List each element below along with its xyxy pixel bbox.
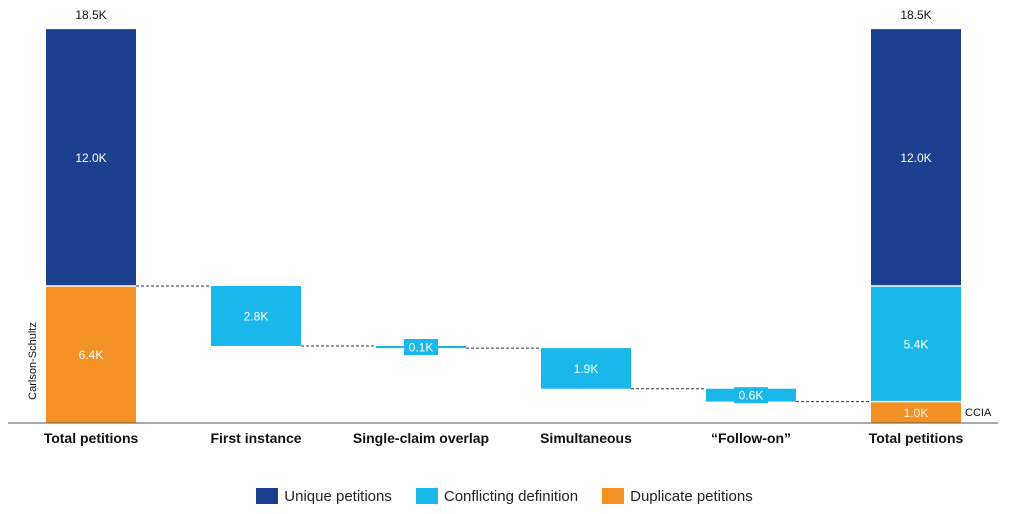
category-label-5: Total petitions [869, 430, 964, 446]
legend: Unique petitions Conflicting definition … [0, 484, 1009, 508]
legend-label-unique: Unique petitions [284, 488, 392, 505]
legend-item-unique: Unique petitions [256, 488, 392, 505]
legend-item-conflicting: Conflicting definition [416, 488, 578, 505]
bar-group-5 [871, 29, 961, 423]
legend-swatch-unique [256, 488, 278, 504]
category-label-0: Total petitions [44, 430, 139, 446]
labels-layer: 6.4K 12.0K 18.5K Total petitions Carlson-Sch… [27, 8, 992, 446]
value-label-5-0: 1.0K [904, 406, 929, 420]
legend-swatch-conflicting [416, 488, 438, 504]
value-label-5-1: 5.4K [904, 337, 929, 351]
side-label-right: CCIA [965, 407, 992, 419]
value-label-5-2: 12.0K [900, 151, 931, 165]
value-label-3-0: 1.9K [574, 362, 599, 376]
value-label-2-0: 0.1K [409, 341, 434, 355]
value-label-0-1: 12.0K [75, 151, 106, 165]
side-label-left: Carlson-Schultz [27, 322, 39, 400]
value-label-4-0: 0.6K [739, 389, 764, 403]
category-label-3: Simultaneous [540, 430, 632, 446]
bars-layer [46, 29, 961, 423]
chart-canvas: 6.4K 12.0K 18.5K Total petitions Carlson-Sch… [0, 0, 1009, 480]
total-label-0: 18.5K [75, 8, 106, 22]
value-label-1-0: 2.8K [244, 309, 269, 323]
value-label-0-0: 6.4K [79, 348, 104, 362]
legend-swatch-duplicate [602, 488, 624, 504]
legend-label-duplicate: Duplicate petitions [630, 488, 753, 505]
category-label-4: “Follow-on” [711, 430, 791, 446]
bar-group-0 [46, 29, 136, 423]
legend-item-duplicate: Duplicate petitions [602, 488, 753, 505]
category-label-1: First instance [210, 430, 301, 446]
total-label-5: 18.5K [900, 8, 931, 22]
legend-label-conflicting: Conflicting definition [444, 488, 578, 505]
category-label-2: Single-claim overlap [353, 430, 489, 446]
